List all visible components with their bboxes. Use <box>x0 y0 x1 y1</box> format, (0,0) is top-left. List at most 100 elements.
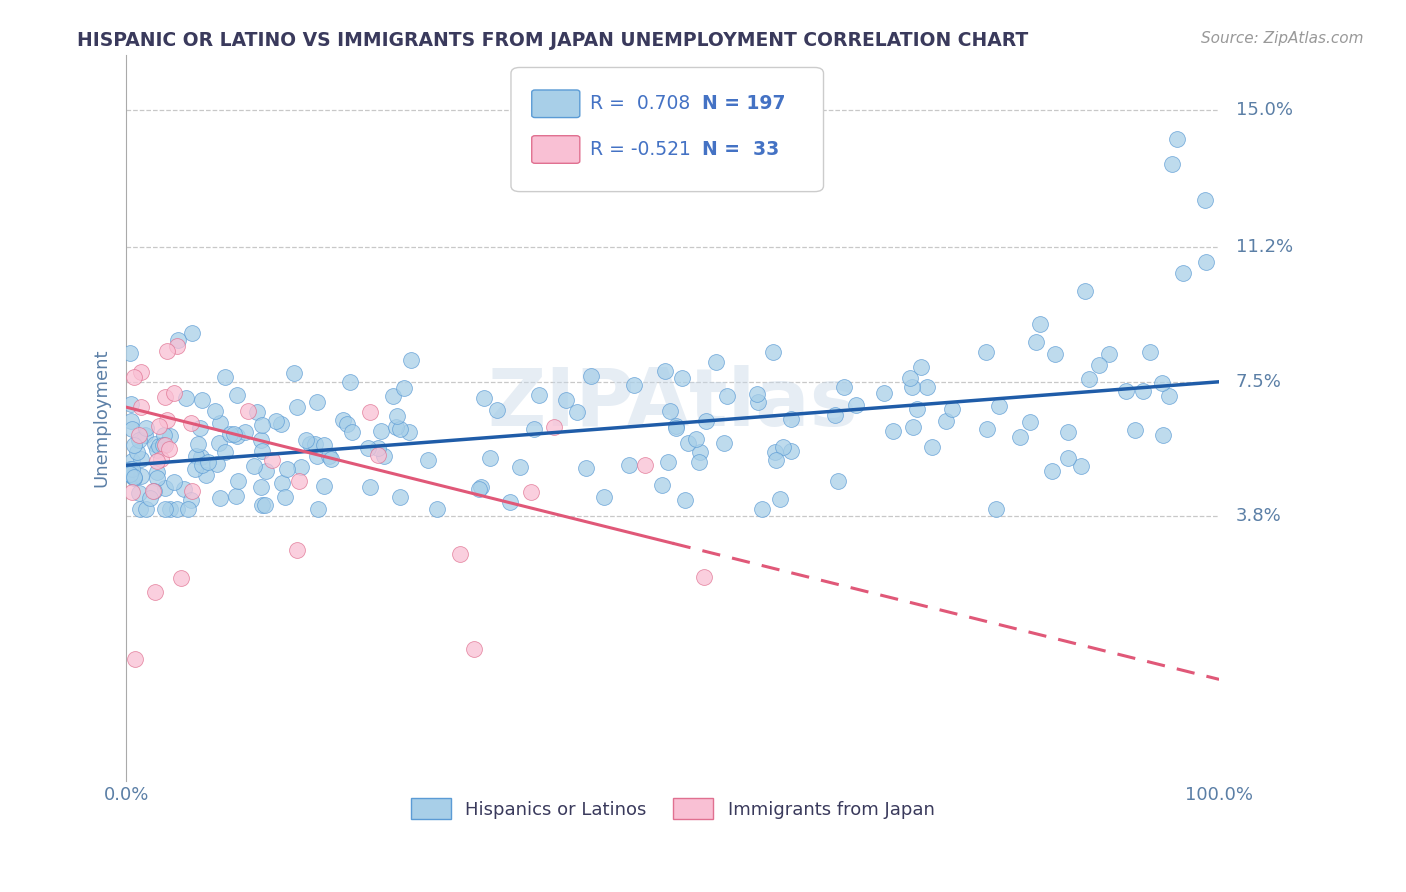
Point <box>120 414 142 428</box>
Point <box>190 450 212 465</box>
Point <box>665 421 688 435</box>
Point <box>903 420 925 434</box>
Point <box>146 454 169 468</box>
Text: 3.8%: 3.8% <box>1236 507 1281 525</box>
Point <box>367 448 389 462</box>
Point <box>976 422 998 436</box>
Point <box>385 409 408 423</box>
Point <box>509 459 531 474</box>
Point <box>118 462 141 476</box>
Point <box>321 452 343 467</box>
Point <box>312 438 335 452</box>
Point <box>250 418 273 433</box>
Point <box>527 388 550 402</box>
Point <box>1195 255 1218 269</box>
Point <box>142 483 165 498</box>
Point <box>1152 428 1174 442</box>
Point <box>633 458 655 473</box>
Point <box>122 471 145 485</box>
Point <box>254 498 277 512</box>
Point <box>654 364 676 378</box>
Point <box>468 483 491 497</box>
Point <box>761 344 783 359</box>
Point <box>426 501 449 516</box>
Point <box>385 420 408 434</box>
Point <box>389 491 412 505</box>
Point <box>131 451 153 466</box>
Point <box>238 404 260 418</box>
Point <box>152 438 174 452</box>
Point <box>304 437 326 451</box>
Point <box>824 408 846 422</box>
Point <box>359 405 381 419</box>
Point <box>274 490 297 504</box>
Point <box>170 572 193 586</box>
Point <box>226 474 249 488</box>
Point <box>499 494 522 508</box>
Point <box>129 469 152 483</box>
Point <box>156 413 179 427</box>
Point <box>336 417 359 432</box>
Point <box>222 426 245 441</box>
Point <box>120 397 142 411</box>
Point <box>565 405 588 419</box>
Point <box>129 400 152 414</box>
Point <box>623 378 645 392</box>
Point <box>659 404 682 418</box>
Point <box>124 652 146 666</box>
Point <box>827 474 849 488</box>
Point <box>1173 266 1195 280</box>
Point <box>135 421 157 435</box>
Point <box>177 501 200 516</box>
Point <box>270 417 292 431</box>
Point <box>392 381 415 395</box>
Point <box>145 437 167 451</box>
Point <box>118 467 141 481</box>
Point <box>449 547 471 561</box>
Point <box>688 455 710 469</box>
Point <box>685 432 707 446</box>
Point <box>250 480 273 494</box>
Point <box>373 450 395 464</box>
Point <box>173 483 195 497</box>
Point <box>1077 372 1099 386</box>
Point <box>1025 335 1047 350</box>
Point <box>134 428 156 442</box>
Point <box>153 427 176 442</box>
Point <box>191 458 214 472</box>
Point <box>1139 344 1161 359</box>
FancyBboxPatch shape <box>531 90 579 118</box>
Point <box>716 389 738 403</box>
Point <box>915 380 938 394</box>
Point <box>184 461 207 475</box>
Point <box>988 399 1011 413</box>
Point <box>1019 415 1042 429</box>
Point <box>307 501 329 516</box>
Point <box>156 344 179 359</box>
Point <box>398 425 420 439</box>
Point <box>579 369 602 384</box>
Point <box>129 365 152 379</box>
FancyBboxPatch shape <box>510 68 824 192</box>
Point <box>153 481 176 495</box>
Point <box>163 475 186 490</box>
Point <box>1043 347 1066 361</box>
Text: Source: ZipAtlas.com: Source: ZipAtlas.com <box>1201 31 1364 46</box>
Point <box>180 493 202 508</box>
Point <box>122 438 145 452</box>
Point <box>188 420 211 434</box>
Point <box>145 442 167 457</box>
Point <box>780 444 803 458</box>
Point <box>135 501 157 516</box>
Point <box>382 389 405 403</box>
Point <box>470 480 492 494</box>
Point <box>288 474 311 488</box>
Point <box>765 452 787 467</box>
Point <box>974 345 997 359</box>
Point <box>305 395 328 409</box>
Point <box>146 470 169 484</box>
Point <box>678 436 700 450</box>
Point <box>209 491 232 505</box>
Point <box>181 483 204 498</box>
Point <box>665 418 688 433</box>
